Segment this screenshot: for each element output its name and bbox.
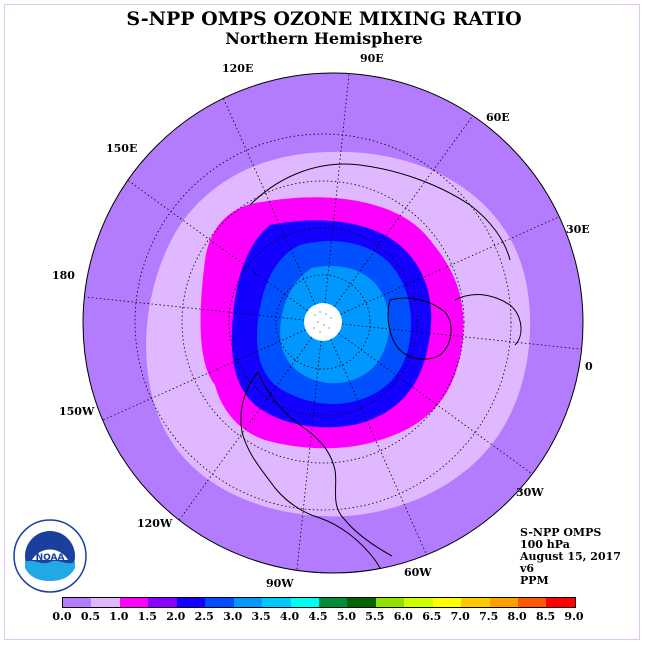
scale-swatch — [205, 598, 234, 607]
meridian-line — [330, 339, 434, 569]
lon-label-150w: 150W — [59, 405, 95, 418]
scale-swatch — [404, 598, 433, 607]
color-scale-ticks: 0.0 0.5 1.0 1.5 2.0 2.5 3.0 3.5 4.0 4.5 5.0 5.5 6.0 6… — [52, 610, 592, 624]
lon-label-30e: 30E — [566, 223, 590, 236]
lon-label-60e: 60E — [486, 111, 510, 124]
figure-frame — [4, 4, 640, 640]
coast-central-america — [319, 517, 401, 573]
scale-tick-label: 0.5 — [80, 610, 101, 623]
scale-tick-label: 1.0 — [109, 610, 129, 623]
scale-tick-label: 8.0 — [507, 610, 527, 623]
scale-swatch — [290, 598, 319, 607]
scale-tick-label: 0.0 — [52, 610, 72, 623]
info-version: v6 — [520, 562, 535, 575]
noaa-logo: NOAA — [13, 519, 87, 593]
info-units: PPM — [520, 574, 549, 587]
scale-swatch — [63, 598, 92, 607]
map-subtitle: Northern Hemisphere — [225, 29, 423, 48]
scale-tick-label: 9.0 — [564, 610, 584, 623]
info-block: S-NPP OMPS 100 hPa August 15, 2017 v6 PP… — [520, 527, 621, 587]
meridian-line — [104, 162, 308, 312]
scale-swatch — [375, 598, 405, 607]
scale-tick-label: 3.0 — [223, 610, 243, 623]
lon-label-120w: 120W — [137, 517, 173, 530]
meridian-line — [163, 337, 313, 541]
scale-swatch — [347, 598, 376, 607]
lon-label-90e: 90E — [360, 52, 384, 65]
scale-swatch — [546, 598, 575, 607]
scale-swatch — [318, 598, 348, 607]
meridian-line — [341, 323, 583, 351]
info-level: 100 hPa — [520, 538, 570, 551]
scale-tick-label: 3.5 — [251, 610, 271, 623]
scale-swatch — [518, 598, 547, 607]
latitude-circles — [134, 133, 512, 511]
lon-label-90w: 90W — [266, 577, 294, 590]
meridian-line — [324, 73, 352, 304]
scale-tick-label: 6.0 — [393, 610, 413, 623]
meridian-line — [83, 293, 305, 321]
scale-tick-label: 7.5 — [479, 610, 499, 623]
lon-label-30w: 30W — [516, 486, 544, 499]
scale-swatch — [432, 598, 462, 607]
meridian-line — [333, 103, 483, 307]
meridian-line — [212, 75, 316, 305]
map-title: S-NPP OMPS OZONE MIXING RATIO — [126, 8, 522, 30]
lon-label-180: 180 — [52, 269, 75, 282]
meridian-line — [83, 329, 306, 433]
meridian-line — [294, 340, 322, 573]
scale-tick-label: 2.0 — [166, 610, 186, 623]
color-scale-bar — [62, 597, 576, 608]
scale-tick-label: 2.5 — [194, 610, 214, 623]
coast-greenland — [387, 297, 452, 360]
meridians — [83, 73, 583, 573]
scale-swatch — [148, 598, 177, 607]
scale-tick-label: 6.5 — [422, 610, 442, 623]
info-instrument: S-NPP OMPS — [520, 526, 602, 539]
scale-swatch — [489, 598, 518, 607]
logo-text: NOAA — [36, 553, 65, 563]
scale-swatch — [91, 598, 120, 607]
coast-europe — [454, 294, 522, 346]
scale-tick-label: 7.0 — [450, 610, 470, 623]
pole-stipple — [313, 311, 332, 333]
scale-swatch — [262, 598, 291, 607]
longitude-labels: 90E 60E 30E 0 30W 60W 90W 120W 150W 180 … — [52, 52, 593, 590]
coast-asia — [249, 163, 511, 261]
coast-north-america — [240, 371, 393, 557]
scale-tick-label: 5.5 — [365, 610, 385, 623]
coastlines — [240, 163, 522, 573]
lon-label-120e: 120E — [222, 62, 253, 75]
scale-swatch — [233, 598, 263, 607]
scale-tick-label: 4.5 — [308, 610, 328, 623]
scale-tick-label: 5.0 — [336, 610, 357, 623]
info-date: August 15, 2017 — [520, 550, 621, 563]
pole-mask — [304, 303, 342, 341]
meridian-line — [340, 211, 570, 315]
scale-tick-label: 8.5 — [535, 610, 556, 623]
meridian-line — [338, 332, 542, 482]
map-boundary — [82, 72, 584, 574]
lon-label-150e: 150E — [106, 142, 137, 155]
scale-swatch — [176, 598, 206, 607]
scale-tick-label: 4.0 — [279, 610, 300, 623]
scale-swatch — [119, 598, 149, 607]
scale-swatch — [461, 598, 490, 607]
scale-tick-label: 1.5 — [137, 610, 157, 623]
lon-label-0: 0 — [585, 360, 593, 373]
lon-label-60w: 60W — [404, 566, 432, 579]
